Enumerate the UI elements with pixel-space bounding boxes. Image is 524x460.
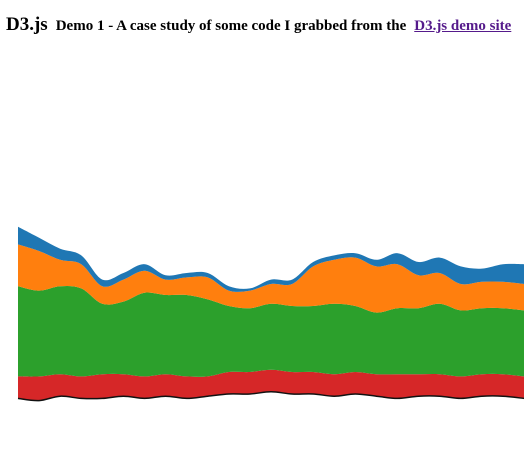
- stream-baseline: [17, 391, 524, 402]
- stream-layer-2: [18, 285, 524, 377]
- page-subtitle: Demo 1 - A case study of some code I gra…: [55, 18, 407, 34]
- brand-title: D3.js: [6, 14, 48, 35]
- stream-layers: [18, 226, 524, 401]
- stream-layer-1: [18, 369, 524, 401]
- stream-layer-3: [18, 244, 524, 313]
- d3-demo-site-link[interactable]: D3.js demo site: [414, 18, 512, 34]
- page-header: D3.js Demo 1 - A case study of some code…: [6, 9, 511, 36]
